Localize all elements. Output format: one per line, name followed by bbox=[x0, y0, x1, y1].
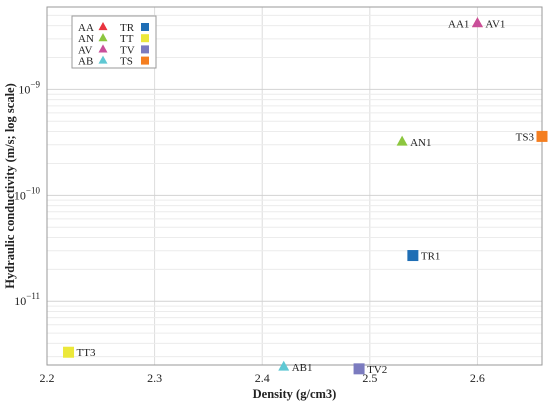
y-axis-title: Hydraulic conductivity (m/s; log scale) bbox=[3, 83, 17, 289]
y-axis-ticks: 10−11 10−10 10−9 bbox=[14, 79, 41, 308]
y-tick-label: 10−9 bbox=[18, 79, 40, 96]
legend-marker-tr bbox=[141, 23, 149, 31]
legend-marker-aa bbox=[98, 21, 108, 31]
point-label-aa1: AA1 bbox=[448, 18, 469, 30]
y-tick-label: 10−10 bbox=[14, 185, 41, 202]
legend-label-tr: TR bbox=[120, 22, 135, 34]
point-marker-ts3 bbox=[536, 130, 548, 142]
legend-label-tt: TT bbox=[120, 33, 134, 45]
x-tick-label: 2.6 bbox=[470, 371, 485, 385]
legend-marker-tt bbox=[141, 34, 149, 43]
point-marker-av1 bbox=[471, 17, 483, 28]
point-marker-tr1 bbox=[407, 250, 419, 262]
x-axis-ticks: 2.2 2.3 2.4 2.5 2.6 bbox=[40, 371, 485, 385]
point-label-ts3: TS3 bbox=[516, 131, 535, 143]
plot-frame bbox=[46, 6, 543, 366]
legend-marker-an bbox=[98, 33, 108, 42]
point-label-tr1: TR1 bbox=[421, 251, 441, 263]
legend-label-av: AV bbox=[78, 44, 93, 56]
legend-marker-tv bbox=[141, 45, 149, 54]
point-marker-tt3 bbox=[63, 346, 75, 358]
x-tick-label: 2.3 bbox=[147, 371, 162, 385]
point-marker-tv2 bbox=[353, 363, 365, 375]
point-label-an1: AN1 bbox=[410, 137, 431, 149]
point-label-av1: AV1 bbox=[485, 18, 505, 30]
y-tick-label: 10−11 bbox=[14, 291, 40, 308]
x-tick-label: 2.2 bbox=[40, 371, 55, 385]
legend-label-an: AN bbox=[78, 33, 94, 45]
point-label-tv2: TV2 bbox=[367, 364, 387, 376]
legend-label-tv: TV bbox=[120, 44, 135, 56]
legend-label-ts: TS bbox=[120, 56, 133, 68]
grid bbox=[46, 7, 542, 365]
legend-label-aa: AA bbox=[78, 22, 94, 34]
x-axis-title: Density (g/cm3) bbox=[253, 387, 337, 401]
x-tick-label: 2.4 bbox=[255, 371, 270, 385]
legend-marker-ab bbox=[98, 55, 108, 64]
point-marker-ab1 bbox=[278, 360, 290, 371]
point-label-ab1: AB1 bbox=[292, 362, 313, 374]
data-points: AA1 AV1 AN1 TS3 TR1 TT3 AB1 TV2 bbox=[63, 17, 548, 376]
point-label-tt3: TT3 bbox=[77, 347, 96, 359]
legend-marker-av bbox=[98, 44, 108, 53]
legend-marker-ts bbox=[141, 56, 149, 65]
x-tick-label: 2.5 bbox=[362, 371, 377, 385]
point-marker-an1 bbox=[396, 135, 408, 146]
legend-label-ab: AB bbox=[78, 56, 93, 68]
